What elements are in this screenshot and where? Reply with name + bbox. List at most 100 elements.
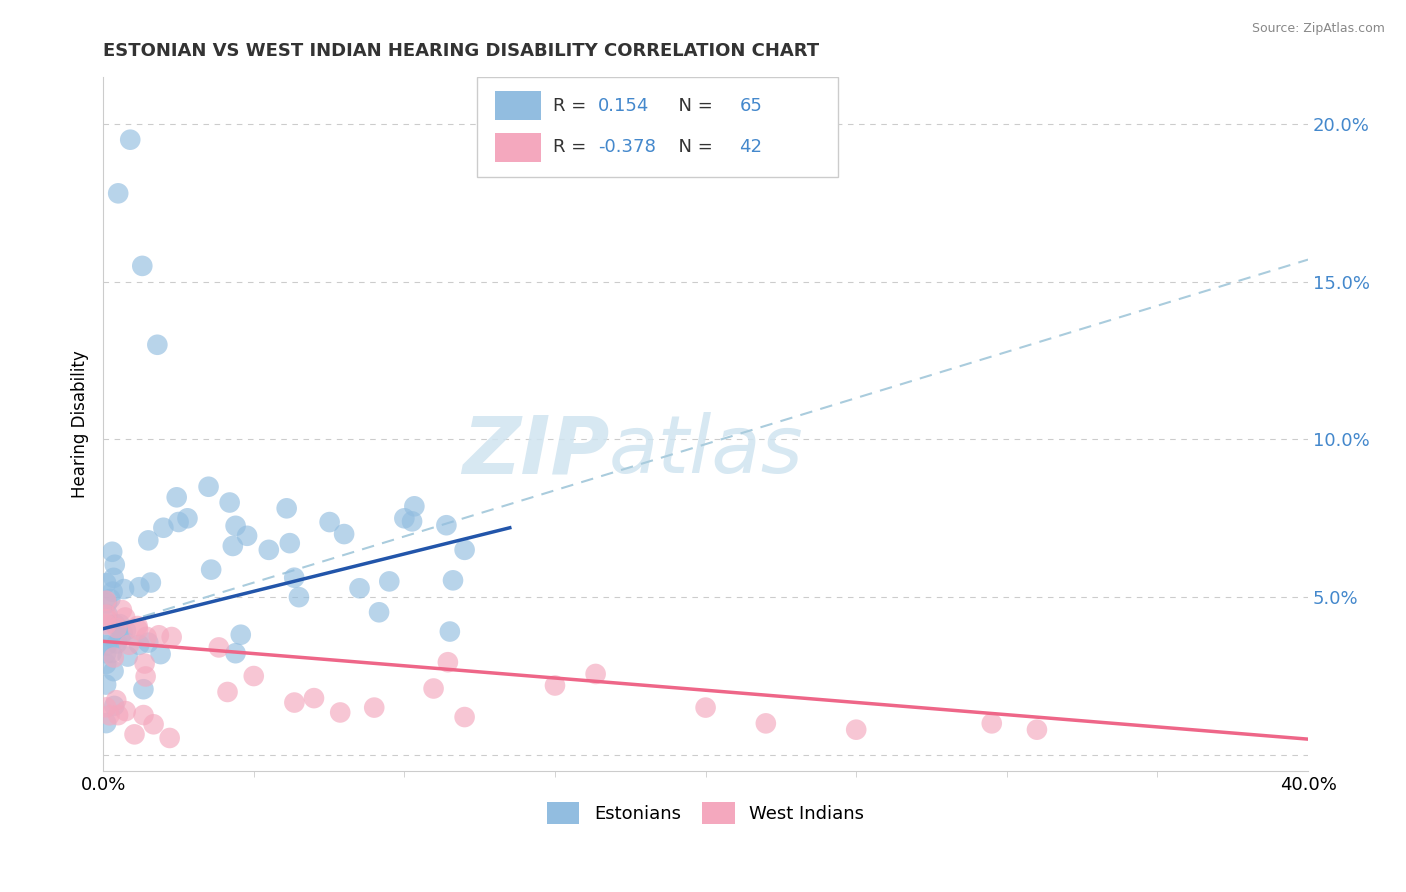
Point [695,700,717,714]
Point [257,542,280,557]
Point [111,603,134,617]
Point [434,518,457,533]
Point [97,607,120,622]
Point [103,571,125,585]
Point [120,133,142,147]
Point [166,491,188,505]
Point [218,495,240,509]
Point [136,635,159,649]
Point [142,717,165,731]
Text: N =: N = [666,138,718,156]
Point [197,480,219,494]
Point [135,630,157,644]
Point [107,708,129,723]
Point [394,511,416,525]
Point [94,700,117,714]
Point [333,527,356,541]
Point [441,574,464,588]
Point [217,685,239,699]
Text: 65: 65 [740,96,762,115]
FancyBboxPatch shape [495,91,540,120]
FancyBboxPatch shape [495,133,540,162]
Point [318,515,340,529]
Point [104,558,127,572]
Point [98,591,121,606]
Point [136,533,159,548]
Point [159,731,181,745]
Point [110,631,132,645]
Point [118,638,141,652]
Point [139,575,162,590]
Text: R =: R = [553,138,592,156]
Point [149,647,172,661]
Point [225,518,247,533]
Point [104,617,127,632]
Legend: Estonians, West Indians: Estonians, West Indians [547,802,865,824]
Point [453,710,475,724]
Text: ZIP: ZIP [461,412,609,491]
Point [278,536,301,550]
Point [94,593,117,607]
Point [200,563,222,577]
Point [152,521,174,535]
Point [148,628,170,642]
Point [422,681,444,696]
Point [115,624,138,638]
Text: -0.378: -0.378 [599,138,657,156]
Y-axis label: Hearing Disability: Hearing Disability [72,350,89,498]
Text: R =: R = [553,96,592,115]
Point [236,529,259,543]
Point [980,716,1002,731]
Text: N =: N = [666,96,718,115]
Point [97,630,120,644]
Point [107,186,129,201]
Point [105,693,128,707]
Point [128,638,150,652]
Point [103,698,125,713]
Point [117,649,139,664]
Point [112,582,135,596]
Point [108,617,131,632]
Point [103,664,125,678]
Point [94,646,117,660]
Point [363,700,385,714]
Point [439,624,461,639]
Point [208,640,231,655]
Point [94,716,117,731]
Point [167,515,190,529]
Point [98,708,121,723]
Point [124,727,146,741]
Point [222,539,245,553]
Point [368,605,391,619]
Text: 42: 42 [740,138,762,156]
Point [329,706,352,720]
Point [135,669,157,683]
FancyBboxPatch shape [477,77,838,178]
Point [94,677,117,691]
Point [1026,723,1049,737]
Point [585,667,607,681]
Point [283,696,305,710]
Point [103,650,125,665]
Point [453,542,475,557]
Point [378,574,401,589]
Point [94,607,117,622]
Point [127,619,149,633]
Point [96,612,118,626]
Point [845,723,868,737]
Point [160,630,183,644]
Point [131,259,153,273]
Text: ESTONIAN VS WEST INDIAN HEARING DISABILITY CORRELATION CHART: ESTONIAN VS WEST INDIAN HEARING DISABILI… [103,42,820,60]
Point [544,679,567,693]
Point [105,621,128,635]
Point [401,514,423,528]
Point [101,584,124,599]
Text: Source: ZipAtlas.com: Source: ZipAtlas.com [1251,22,1385,36]
Point [242,669,264,683]
Point [94,576,117,591]
Point [225,646,247,660]
Text: 0.154: 0.154 [599,96,650,115]
Point [127,623,149,637]
Point [176,511,198,525]
Point [114,704,136,718]
